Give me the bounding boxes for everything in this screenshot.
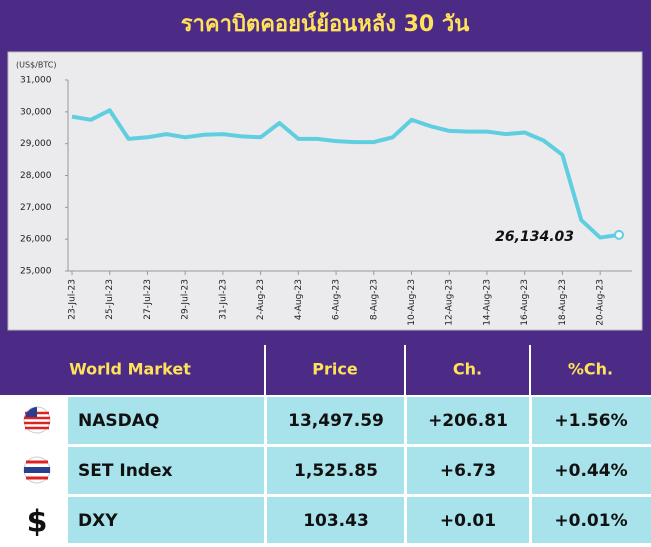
y-tick-label: 26,000 xyxy=(20,235,52,245)
icon: $ xyxy=(27,505,48,540)
thai-flag xyxy=(23,456,51,484)
last-point xyxy=(614,229,624,240)
header-cell: World Market xyxy=(69,360,191,379)
x-tick-label: 23-Jul-23 xyxy=(68,279,78,320)
y-axis-label: (US$/BTC) xyxy=(16,61,56,70)
pct-cell xyxy=(532,397,651,444)
x-tick-label: 6-Aug-23 xyxy=(332,279,342,320)
name-cell xyxy=(68,397,264,444)
y-tick-label: 28,000 xyxy=(20,171,52,181)
header-cell: Ch. xyxy=(453,360,482,379)
x-tick-label: 29-Jul-23 xyxy=(181,279,191,320)
x-tick-label: 20-Aug-23 xyxy=(596,279,606,326)
y-tick-label: 27,000 xyxy=(20,203,52,213)
ch-cell xyxy=(407,447,529,494)
value-label: 26,134.03 xyxy=(495,229,574,245)
x-tick-label: 4-Aug-23 xyxy=(294,279,304,320)
pct-cell xyxy=(532,447,651,494)
name: SET Index xyxy=(78,461,172,481)
header-cell: Price xyxy=(312,360,358,379)
x-tick-label: 8-Aug-23 xyxy=(369,279,379,320)
price-cell xyxy=(267,497,404,544)
pct-change: +0.44% xyxy=(554,461,627,481)
pct-cell xyxy=(532,497,651,544)
x-tick-label: 14-Aug-23 xyxy=(482,279,492,326)
ch-cell xyxy=(407,497,529,544)
price-cell xyxy=(267,397,404,444)
us-flag xyxy=(23,406,51,434)
x-tick-label: 27-Jul-23 xyxy=(143,279,153,320)
name: NASDAQ xyxy=(78,411,159,431)
y-tick-label: 31,000 xyxy=(20,76,52,86)
x-tick-label: 2-Aug-23 xyxy=(256,279,266,320)
ch-cell xyxy=(407,397,529,444)
pct-change: +0.01% xyxy=(554,511,627,531)
icon-cell xyxy=(0,497,66,544)
change: +0.01 xyxy=(440,511,496,531)
price: 1,525.85 xyxy=(294,461,378,481)
change: +206.81 xyxy=(428,411,508,431)
price: 103.43 xyxy=(303,511,369,531)
chart-title: ราคาบิตคอยน์ย้อนหลัง 30 วัน xyxy=(181,11,470,37)
x-tick-label: 10-Aug-23 xyxy=(407,279,417,326)
table-header-bg xyxy=(0,345,651,395)
price: 13,497.59 xyxy=(288,411,384,431)
x-tick-label: 31-Jul-23 xyxy=(218,279,228,320)
header-cell: %Ch. xyxy=(568,360,613,379)
pct-change: +1.56% xyxy=(554,411,627,431)
y-tick-label: 25,000 xyxy=(20,267,52,277)
price-line xyxy=(71,108,620,240)
y-tick-label: 29,000 xyxy=(20,139,52,149)
change: +6.73 xyxy=(440,461,496,481)
x-tick-label: 18-Aug-23 xyxy=(558,279,568,326)
price-cell xyxy=(267,447,404,494)
x-tick-label: 16-Aug-23 xyxy=(520,279,530,326)
name-cell xyxy=(68,497,264,544)
chart-panel xyxy=(7,51,643,331)
x-tick-label: 12-Aug-23 xyxy=(445,279,455,326)
name: DXY xyxy=(78,511,118,531)
x-tick-label: 25-Jul-23 xyxy=(105,279,115,320)
y-tick-label: 30,000 xyxy=(20,107,52,117)
name-cell xyxy=(68,447,264,494)
